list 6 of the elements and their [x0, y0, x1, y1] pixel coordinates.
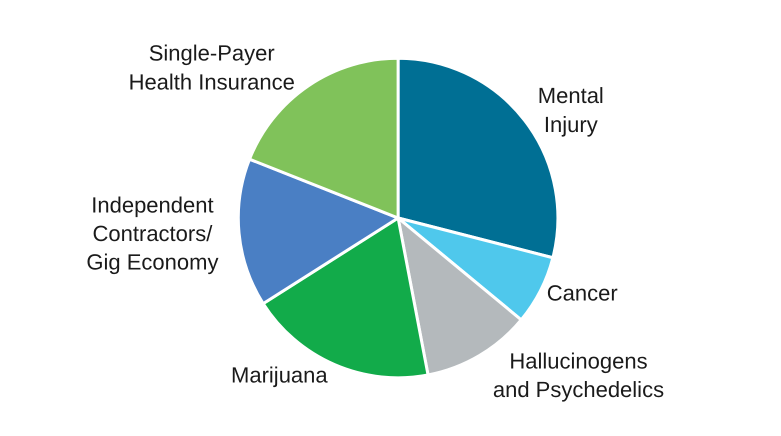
slice-label: Mental Injury	[538, 83, 604, 137]
slice-label: Independent Contractors/ Gig Economy	[86, 192, 218, 275]
slice-label: Hallucinogens and Psychedelics	[492, 348, 664, 402]
slice-label: Marijuana	[231, 362, 328, 388]
slice-label: Cancer	[546, 280, 618, 306]
slice-label: Single-Payer Health Insurance	[128, 40, 295, 94]
